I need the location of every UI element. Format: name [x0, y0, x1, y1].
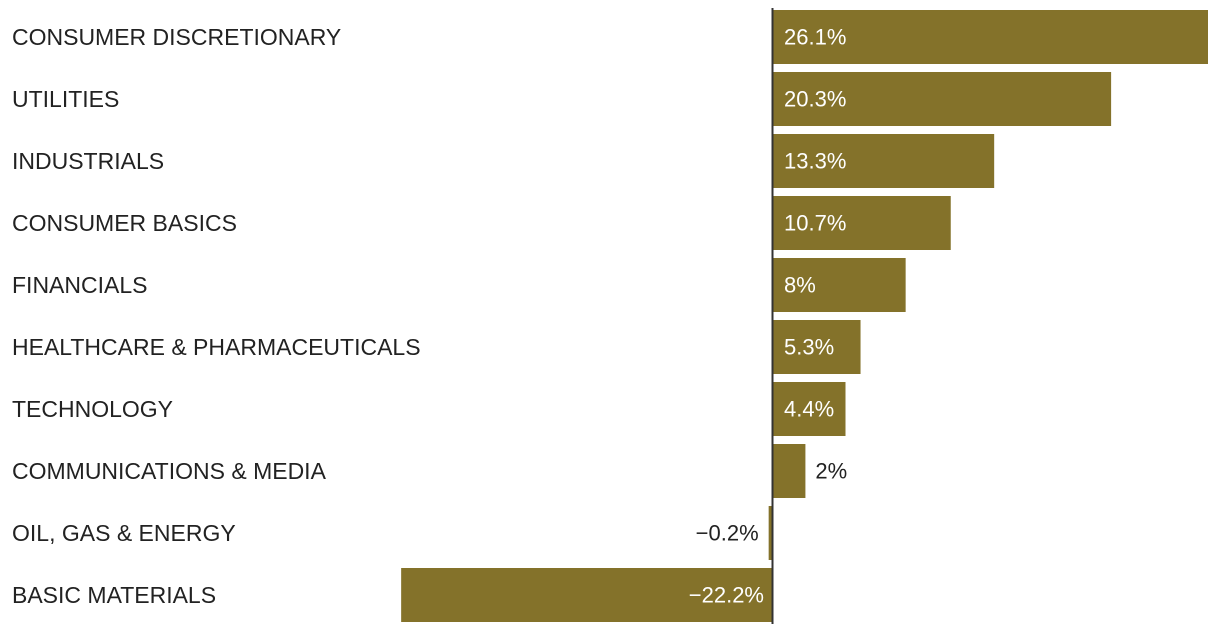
data-label: −22.2%	[689, 583, 764, 608]
category-label: TECHNOLOGY	[12, 396, 173, 422]
bar	[772, 10, 1208, 64]
bar	[772, 196, 951, 250]
data-label: 8%	[784, 273, 816, 298]
data-label: −0.2%	[696, 521, 759, 546]
bars	[401, 10, 1208, 622]
data-label: 20.3%	[784, 87, 846, 112]
data-label: 5.3%	[784, 335, 834, 360]
value-labels: 26.1% 20.3% 13.3% 10.7% 8% 5.3% 4.4% 2% −0.2% −22…	[689, 25, 847, 608]
bar	[772, 444, 806, 498]
category-label: HEALTHCARE & PHARMACEUTICALS	[12, 334, 421, 360]
category-label: FINANCIALS	[12, 272, 147, 298]
data-label: 26.1%	[784, 25, 846, 50]
category-label: CONSUMER DISCRETIONARY	[12, 24, 341, 50]
data-label: 2%	[815, 459, 847, 484]
category-label: COMMUNICATIONS & MEDIA	[12, 458, 327, 484]
bar	[401, 568, 772, 622]
category-label: INDUSTRIALS	[12, 148, 164, 174]
bar	[772, 258, 906, 312]
category-label: OIL, GAS & ENERGY	[12, 520, 236, 546]
category-label: UTILITIES	[12, 86, 119, 112]
bar	[772, 72, 1112, 126]
bar	[768, 506, 772, 560]
category-labels: CONSUMER DISCRETIONARY UTILITIES INDUSTRIA…	[12, 24, 421, 608]
category-label: BASIC MATERIALS	[12, 582, 216, 608]
bar	[772, 382, 846, 436]
bar	[772, 320, 861, 374]
data-label: 10.7%	[784, 211, 846, 236]
category-label: CONSUMER BASICS	[12, 210, 237, 236]
data-label: 4.4%	[784, 397, 834, 422]
bar	[772, 134, 995, 188]
data-label: 13.3%	[784, 149, 846, 174]
